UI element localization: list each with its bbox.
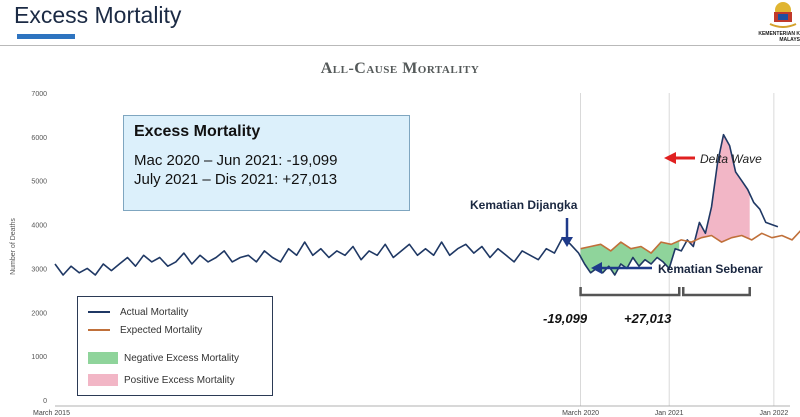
expected-arrow-head: [561, 237, 573, 247]
y-tick-label: 0: [43, 398, 47, 405]
legend-label-negative: Negative Excess Mortality: [124, 352, 240, 364]
legend-item-expected: Expected Mortality: [88, 323, 202, 337]
x-tick-label: Jan 2022: [759, 410, 788, 417]
negative-excess-bracket: [579, 287, 681, 297]
legend-swatch-negative: [88, 352, 118, 364]
ministry-line-1: KEMENTERIAN K: [758, 31, 800, 37]
ministry-name: KEMENTERIAN K MALAYS: [758, 31, 800, 43]
negative-excess-total: -19,099: [543, 311, 588, 326]
ministry-line-2: MALAYS: [779, 37, 800, 43]
chart-legend: Actual Mortality Expected Mortality Nega…: [77, 296, 273, 396]
chart-title: All-Cause Mortality: [320, 60, 480, 77]
actual-mortality-line: [54, 133, 779, 276]
legend-swatch-actual: [88, 311, 110, 313]
title-accent-bar: [17, 34, 75, 39]
positive-excess-bracket: [681, 287, 751, 297]
info-heading: Excess Mortality: [134, 123, 261, 140]
coat-of-arms-icon: [769, 2, 797, 28]
positive-excess-total: +27,013: [624, 311, 672, 326]
excess-mortality-box: Excess Mortality Mac 2020 – Jun 2021: -1…: [123, 115, 410, 211]
legend-label-actual: Actual Mortality: [120, 306, 189, 318]
header-divider: [0, 45, 800, 46]
positive-excess-area: [687, 134, 750, 247]
x-tick-label: March 2020: [562, 410, 599, 417]
legend-label-positive: Positive Excess Mortality: [124, 374, 235, 386]
y-tick-label: 7000: [31, 91, 47, 98]
y-tick-label: 1000: [31, 354, 47, 361]
info-line-2: July 2021 – Dis 2021: +27,013: [134, 171, 338, 188]
delta-arrow-head: [664, 152, 676, 164]
actual-arrow-head: [591, 262, 602, 274]
expected-deaths-label: Kematian Dijangka: [470, 198, 578, 212]
y-tick-label: 6000: [31, 135, 47, 142]
y-axis-label: Number of Deaths: [10, 218, 17, 275]
x-tick-label: Jan 2021: [655, 410, 684, 417]
y-tick-label: 3000: [31, 266, 47, 273]
delta-wave-label: Delta Wave: [700, 152, 762, 166]
legend-item-positive: Positive Excess Mortality: [88, 373, 235, 387]
y-tick-label: 5000: [31, 179, 47, 186]
legend-swatch-positive: [88, 374, 118, 386]
y-tick-label: 2000: [31, 310, 47, 317]
y-tick-label: 4000: [31, 223, 47, 230]
actual-deaths-label: Kematian Sebenar: [658, 262, 763, 276]
expected-mortality-line: [580, 230, 800, 254]
legend-item-negative: Negative Excess Mortality: [88, 351, 239, 365]
x-tick-label: March 2015: [33, 410, 70, 417]
legend-label-expected: Expected Mortality: [120, 324, 203, 336]
slide-title: Excess Mortality: [14, 2, 182, 28]
info-line-1: Mac 2020 – Jun 2021: -19,099: [134, 152, 338, 169]
legend-swatch-expected: [88, 329, 110, 331]
legend-item-actual: Actual Mortality: [88, 305, 188, 319]
